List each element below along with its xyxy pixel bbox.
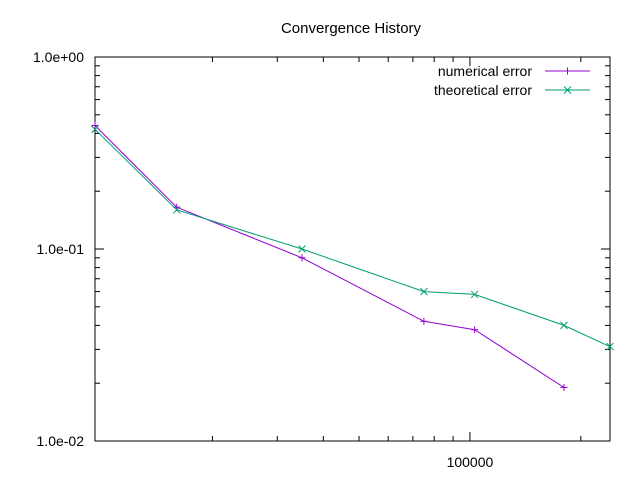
data-point-theoretical-error <box>560 321 568 330</box>
data-point-theoretical-error <box>91 125 99 134</box>
y-tick-label: 1.0e+00 <box>33 49 84 65</box>
legend-label: numerical error <box>438 63 532 79</box>
data-point-numerical-error <box>420 317 428 325</box>
legend-marker <box>563 86 572 94</box>
legend: numerical error theoretical error <box>434 63 590 98</box>
data-point-theoretical-error <box>470 290 479 299</box>
data-point-theoretical-error <box>420 287 428 296</box>
data-point-theoretical-error <box>606 342 614 351</box>
plot-area: 1.0e+00 1.0e-01 1.0e-02 100000 <box>33 49 614 470</box>
data-point-numerical-error <box>560 383 568 391</box>
legend-label: theoretical error <box>434 82 532 98</box>
series-line-numerical-error <box>94 125 565 388</box>
data-point-numerical-error <box>471 326 479 334</box>
legend-marker <box>564 67 571 75</box>
data-point-theoretical-error <box>298 245 306 253</box>
data-point-numerical-error <box>298 254 306 262</box>
series-line-theoretical-error <box>94 128 611 348</box>
y-tick-label: 1.0e-02 <box>37 433 85 449</box>
data-point-theoretical-error <box>172 205 181 214</box>
chart-title: Convergence History <box>281 20 422 37</box>
data-point-numerical-error <box>91 121 99 129</box>
x-tick-label: 100000 <box>447 454 494 470</box>
plot-frame <box>94 56 611 442</box>
y-tick-label: 1.0e-01 <box>37 241 85 257</box>
